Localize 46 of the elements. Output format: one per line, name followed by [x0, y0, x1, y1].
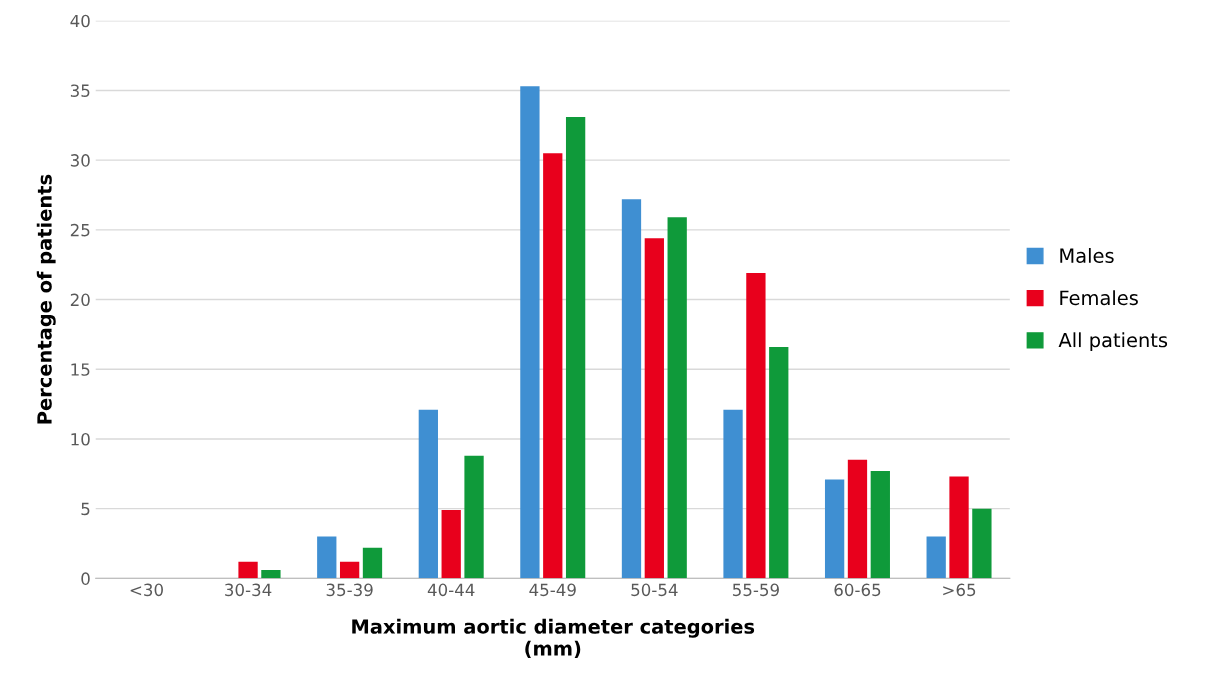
y-tick-label: 40	[70, 14, 90, 28]
x-tick-label: 60-65	[834, 583, 881, 597]
bar	[362, 547, 383, 579]
legend-label: All patients	[1058, 332, 1168, 352]
bar	[565, 116, 586, 579]
y-tick-label: 0	[81, 572, 90, 585]
x-tick-label: >65	[943, 583, 976, 597]
y-axis-title: Percentage of patients	[36, 174, 56, 424]
bar	[238, 561, 258, 579]
legend-label: Females	[1060, 290, 1138, 306]
x-tick-label: 40-44	[427, 583, 475, 597]
bar	[949, 476, 969, 579]
bar	[847, 459, 868, 579]
y-tick-label: 10	[71, 432, 90, 446]
x-tick-label: 55-59	[732, 583, 779, 597]
bar	[520, 86, 540, 579]
x-axis-title: Maximum aortic diameter categories (mm)	[352, 618, 755, 659]
y-tick-label: 35	[70, 84, 90, 97]
bar	[667, 217, 687, 579]
bar	[441, 510, 461, 579]
bar	[317, 536, 337, 579]
y-tick-label: 25	[70, 223, 90, 237]
bar	[621, 199, 642, 579]
y-tick-label: 15	[71, 363, 90, 376]
x-tick-label: 30-34	[225, 583, 272, 597]
legend-label: Males	[1060, 247, 1114, 264]
x-tick-label: 35-39	[326, 583, 373, 597]
bar	[261, 570, 281, 579]
bar	[543, 153, 563, 579]
bar	[464, 455, 484, 579]
bar	[644, 238, 664, 579]
x-tick-label: <30	[130, 583, 163, 597]
bar	[926, 536, 946, 579]
y-tick-label: 5	[81, 502, 90, 516]
bar	[418, 409, 438, 579]
bar	[824, 479, 845, 579]
bar	[723, 409, 743, 579]
x-tick-label: 50-54	[631, 583, 678, 597]
y-tick-label: 20	[70, 293, 90, 307]
bar	[769, 346, 789, 579]
bar	[746, 273, 766, 579]
bar	[339, 561, 360, 579]
bar	[972, 508, 992, 579]
x-tick-label: 45-49	[529, 583, 576, 597]
y-tick-label: 30	[70, 154, 90, 167]
bar	[870, 471, 890, 579]
